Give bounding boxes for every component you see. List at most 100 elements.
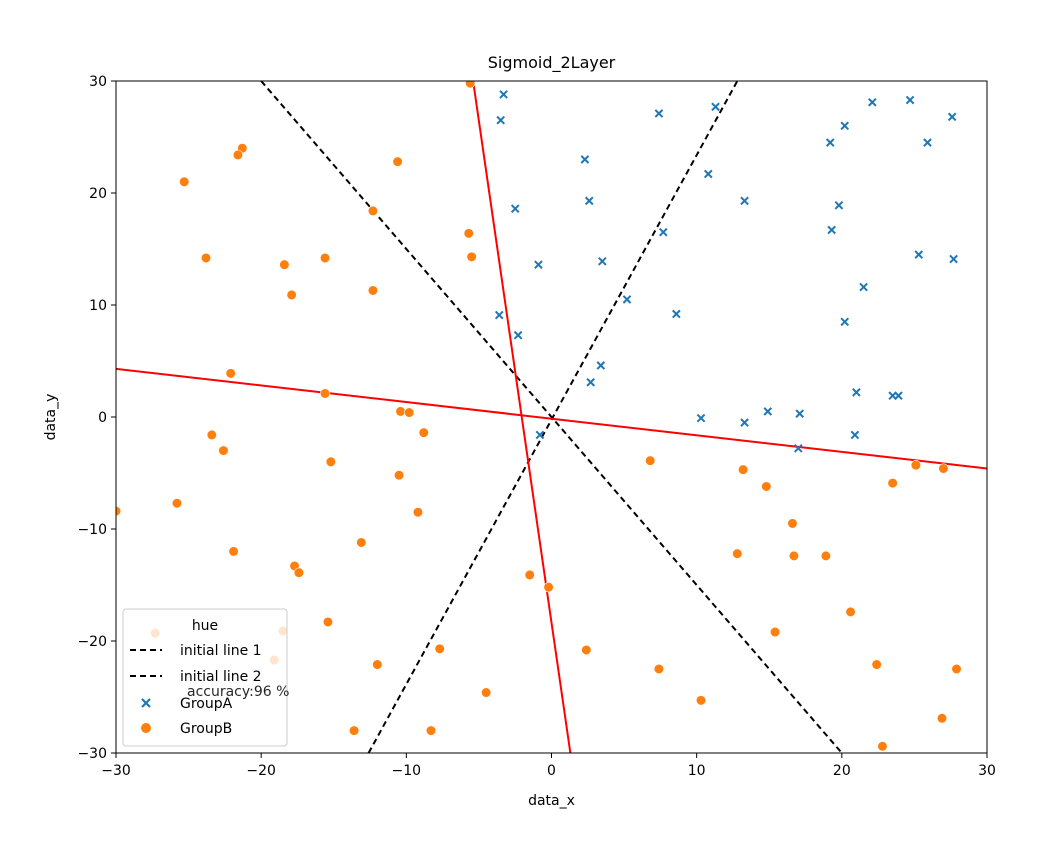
data-point-groupa	[494, 310, 504, 320]
data-point-groupb	[653, 663, 665, 675]
data-point-groupa	[947, 112, 957, 122]
legend: hue initial line 1 initial line 2 GroupA…	[122, 608, 288, 747]
data-point-groupa	[827, 225, 836, 235]
data-point-groupb	[732, 548, 743, 559]
legend-label-groupb: GroupB	[180, 721, 232, 737]
x-tick-label: 0	[547, 763, 556, 779]
data-point-groupa	[740, 418, 749, 427]
legend-label-initial-line-1: initial line 1	[180, 643, 262, 659]
data-point-groupb	[286, 289, 297, 301]
ticks-layer: −30 −20 −10 0 10 20 30 −30 −20 −10 0 10 20 30	[77, 74, 995, 779]
y-tick-label: −20	[77, 634, 107, 650]
y-tick-label: 0	[98, 410, 107, 426]
data-point-groupb	[820, 550, 831, 561]
data-point-groupb	[319, 388, 331, 399]
y-tick-label: −10	[77, 522, 107, 538]
data-point-groupa	[703, 169, 713, 179]
data-point-groupa	[859, 282, 868, 292]
data-point-groupa	[711, 102, 720, 112]
data-point-groupa	[905, 95, 915, 105]
data-point-groupb	[695, 695, 707, 706]
data-point-groupb	[463, 228, 474, 239]
data-point-groupb	[372, 659, 383, 670]
data-point-groupa	[496, 115, 505, 125]
data-point-groupb	[465, 81, 476, 89]
red-line-4	[472, 81, 572, 753]
x-tick-label: 10	[688, 763, 706, 779]
dashed-line-2	[367, 81, 739, 753]
data-point-groupa	[534, 260, 543, 269]
data-point-groupa	[894, 391, 903, 401]
chart-title: Sigmoid_2Layer	[488, 53, 616, 73]
data-point-groupb	[393, 470, 405, 481]
data-point-groupb	[887, 477, 898, 489]
x-tick-label: 20	[833, 763, 851, 779]
data-point-groupa	[949, 254, 958, 264]
data-point-groupa	[834, 201, 844, 210]
data-point-groupb	[938, 463, 949, 474]
data-point-groupa	[923, 138, 932, 147]
data-point-groupa	[672, 309, 681, 319]
data-point-groupb	[218, 445, 229, 456]
data-point-groupb	[738, 464, 749, 475]
red-line-3	[116, 367, 987, 470]
legend-title: hue	[192, 618, 218, 634]
x-tick-label: 30	[978, 763, 996, 779]
data-point-groupb	[877, 741, 888, 752]
data-point-groupa	[868, 97, 877, 107]
dashed-line-1	[260, 81, 843, 753]
data-point-groupa	[535, 430, 545, 440]
legend-label-initial-line-2: initial line 2	[180, 669, 262, 685]
y-tick-label: −30	[77, 746, 107, 762]
data-point-groupb	[319, 252, 331, 264]
data-point-groupb	[116, 505, 122, 517]
data-point-groupb	[293, 567, 305, 578]
data-point-groupb	[481, 687, 492, 698]
legend-label-groupa: GroupA	[180, 696, 233, 712]
data-point-groupa	[840, 317, 850, 327]
data-point-groupa	[795, 409, 805, 418]
y-axis-label: data_y	[43, 394, 59, 441]
data-point-groupb	[524, 569, 535, 581]
data-point-groupa	[499, 90, 508, 99]
data-point-groupb	[356, 537, 367, 548]
data-point-groupb	[325, 456, 336, 467]
accuracy-annotation: accuracy:96 %	[187, 684, 289, 700]
data-point-groupb	[418, 427, 429, 438]
data-point-groupa	[622, 295, 632, 304]
data-point-groupa	[510, 204, 520, 213]
data-point-groupb	[206, 429, 217, 441]
data-point-groupa	[740, 196, 749, 206]
data-point-groupb	[392, 156, 403, 167]
data-point-groupb	[348, 725, 360, 736]
data-point-groupb	[395, 406, 406, 417]
data-point-groupa	[696, 413, 706, 423]
x-tick-label: −20	[246, 763, 276, 779]
y-tick-label: 10	[89, 298, 107, 314]
data-point-groupb	[910, 460, 921, 471]
data-point-groupb	[179, 176, 190, 187]
data-point-groupa	[763, 407, 773, 416]
data-point-groupb	[404, 407, 415, 418]
data-point-groupa	[586, 377, 596, 387]
data-point-groupb	[871, 659, 882, 670]
data-point-groupa	[584, 196, 594, 206]
data-point-groupa	[598, 257, 607, 266]
data-point-groupb	[951, 663, 962, 675]
lines-layer	[116, 81, 987, 753]
data-point-groupa	[580, 155, 590, 164]
legend-swatch-groupb	[141, 723, 151, 733]
data-point-groupb	[228, 546, 239, 557]
x-axis-label: data_x	[528, 793, 575, 809]
data-point-groupb	[581, 644, 592, 656]
data-point-groupa	[850, 430, 860, 440]
data-point-groupa	[654, 109, 664, 118]
data-point-groupb	[466, 251, 477, 262]
data-point-groupa	[840, 121, 850, 131]
x-tick-label: −10	[392, 763, 422, 779]
data-point-groupb	[279, 259, 290, 270]
data-point-groupa	[658, 227, 668, 237]
data-point-groupb	[769, 626, 781, 638]
